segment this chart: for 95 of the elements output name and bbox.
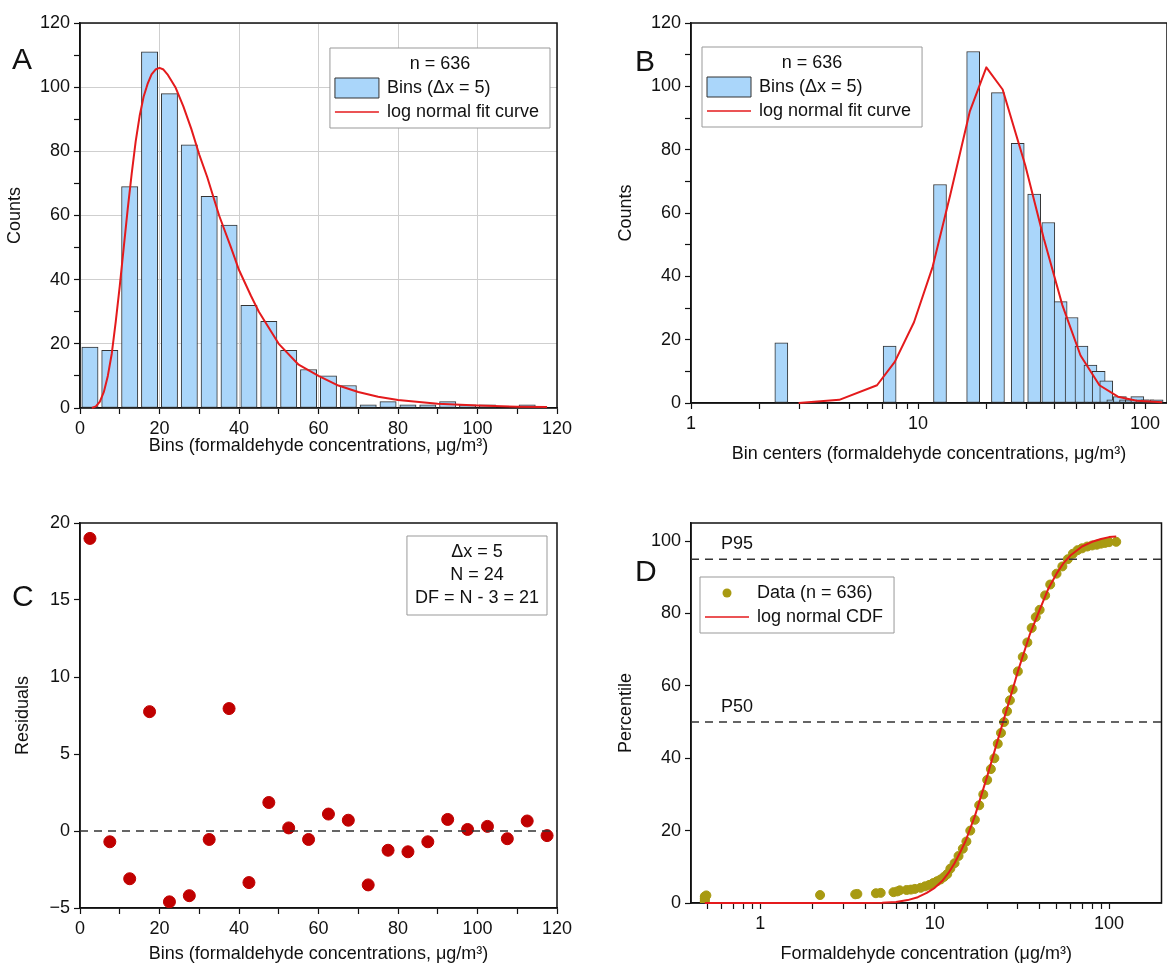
point	[123, 872, 137, 886]
point	[520, 814, 534, 828]
y-tick-label: 5	[59, 742, 70, 763]
y-tick-label: 40	[49, 268, 70, 289]
point	[401, 845, 415, 859]
point	[461, 822, 475, 836]
legend-title: n = 636	[781, 51, 843, 72]
x-tick-label: 120	[541, 417, 573, 438]
annotation: Δx = 5	[451, 541, 503, 562]
x-tick-label: 20	[149, 917, 170, 938]
y-tick-label: 120	[650, 11, 681, 32]
y-tick-label: 10	[49, 665, 70, 686]
y-tick-label: 15	[49, 588, 70, 609]
y-tick-label: 20	[49, 511, 70, 532]
point	[103, 835, 117, 849]
point	[321, 807, 335, 821]
annotation: N = 24	[450, 564, 504, 585]
x-tick-label: 80	[387, 917, 409, 938]
point	[302, 832, 316, 846]
annotation: DF = N - 3 = 21	[414, 587, 540, 608]
y-tick-label: 100	[39, 76, 70, 97]
y-tick-label: 40	[660, 265, 681, 286]
legend-label: Bins (Δx = 5)	[759, 75, 863, 96]
point	[540, 829, 554, 843]
y-tick-label: 20	[660, 819, 681, 840]
y-tick-label: 80	[660, 602, 681, 623]
x-tick-label: 80	[387, 417, 409, 438]
point	[262, 796, 276, 810]
y-tick-label: 60	[49, 204, 70, 225]
y-tick-label: 0	[59, 396, 70, 417]
x-tick-label: 20	[149, 417, 170, 438]
x-tick-label: 1	[755, 912, 766, 933]
x-tick-label: 120	[541, 917, 573, 938]
x-axis-title: Formaldehyde concentration (μg/m³)	[780, 943, 1072, 964]
y-axis-title: Percentile	[614, 672, 635, 754]
y-tick-label: 0	[670, 891, 681, 912]
x-axis-title: Bins (formaldehyde concentrations, μg/m³)	[148, 435, 489, 456]
text: B	[635, 44, 656, 78]
legend-label: Data (n = 636)	[757, 581, 873, 602]
y-tick-label: 80	[660, 138, 681, 159]
x-tick-label: 0	[74, 417, 86, 438]
point	[83, 531, 97, 545]
x-tick-label: 100	[1129, 412, 1161, 433]
y-tick-label: 40	[660, 747, 681, 768]
point	[242, 876, 256, 890]
x-tick-label: 100	[462, 917, 493, 938]
x-axis-title: Bins (formaldehyde concentrations, μg/m³)	[148, 943, 489, 964]
ref-line-label: P50	[721, 696, 754, 717]
y-tick-label: 60	[660, 201, 681, 222]
y-tick-label: 0	[670, 391, 681, 412]
point	[182, 889, 196, 903]
x-tick-label: 40	[228, 917, 250, 938]
legend-title: n = 636	[409, 52, 471, 73]
point	[500, 832, 514, 846]
legend-label: log normal fit curve	[759, 99, 912, 120]
text: D	[635, 554, 657, 588]
point	[222, 702, 236, 716]
x-tick-label: 60	[308, 917, 329, 938]
y-tick-label: 80	[49, 140, 70, 161]
x-tick-label: 0	[74, 917, 86, 938]
x-tick-label: 60	[308, 417, 329, 438]
x-tick-label: 100	[1094, 912, 1125, 933]
x-tick-label: 40	[228, 417, 250, 438]
y-axis-title: Residuals	[11, 675, 32, 756]
point	[162, 895, 176, 908]
point	[202, 832, 216, 846]
legend-label: Bins (Δx = 5)	[386, 76, 491, 97]
ref-line-label: P95	[721, 533, 754, 554]
y-tick-label: 100	[650, 75, 681, 96]
point	[441, 812, 455, 826]
y-tick-label: 120	[39, 11, 70, 32]
x-tick-label: 10	[924, 912, 945, 933]
y-tick-label: 60	[660, 674, 681, 695]
x-tick-label: 10	[907, 412, 929, 433]
point	[282, 821, 296, 835]
point	[341, 813, 355, 827]
y-tick-label: 0	[59, 819, 70, 840]
point	[381, 843, 395, 857]
text: A	[12, 42, 33, 76]
point	[421, 835, 435, 849]
point	[480, 819, 494, 833]
x-axis-title: Bin centers (formaldehyde concentrations, μg/m³)	[731, 443, 1127, 464]
y-tick-label: 100	[650, 530, 681, 551]
y-tick-label: −5	[49, 896, 70, 917]
point	[361, 878, 375, 892]
y-axis-title: Counts	[3, 186, 24, 245]
x-tick-label: 1	[685, 412, 697, 433]
legend-label: log normal CDF	[757, 605, 884, 626]
y-axis-title: Counts	[614, 184, 635, 242]
legend-label: log normal fit curve	[386, 100, 539, 121]
point	[143, 705, 157, 719]
x-tick-label: 100	[462, 417, 493, 438]
y-tick-label: 20	[660, 328, 681, 349]
text: C	[12, 579, 34, 613]
y-tick-label: 20	[49, 332, 70, 353]
